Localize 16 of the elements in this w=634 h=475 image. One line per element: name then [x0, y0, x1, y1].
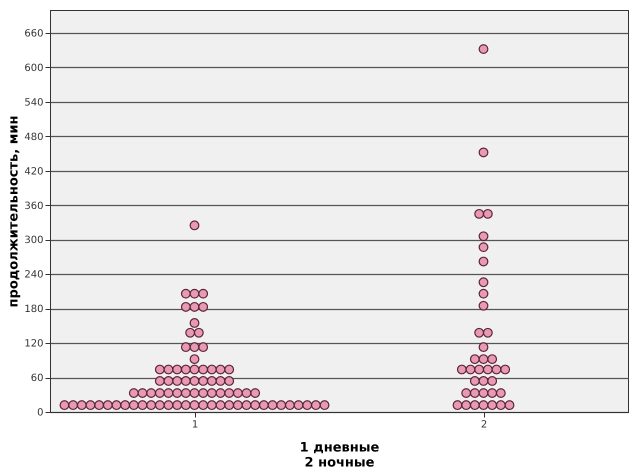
- y-tick-label: 120: [24, 338, 44, 350]
- y-axis-title: продолжительность, мин: [6, 116, 22, 308]
- y-tick-label: 360: [24, 200, 44, 212]
- y-tick-label: 660: [24, 28, 44, 40]
- x-axis-title: 1 дневные 2 ночные: [300, 440, 380, 470]
- y-tick-label: 300: [24, 235, 44, 246]
- y-tick-label: 180: [24, 304, 44, 316]
- x-tick-label: 1: [192, 420, 198, 430]
- y-tick-label: 480: [24, 132, 44, 143]
- y-tick-label: 600: [24, 62, 44, 74]
- y-tick-label: 540: [24, 97, 44, 108]
- y-tick-label: 0: [37, 408, 44, 418]
- y-tick-label: 60: [30, 373, 44, 384]
- y-tick-label: 240: [24, 270, 44, 281]
- x-tick-label: 2: [480, 420, 488, 430]
- y-tick-label: 420: [24, 166, 44, 178]
